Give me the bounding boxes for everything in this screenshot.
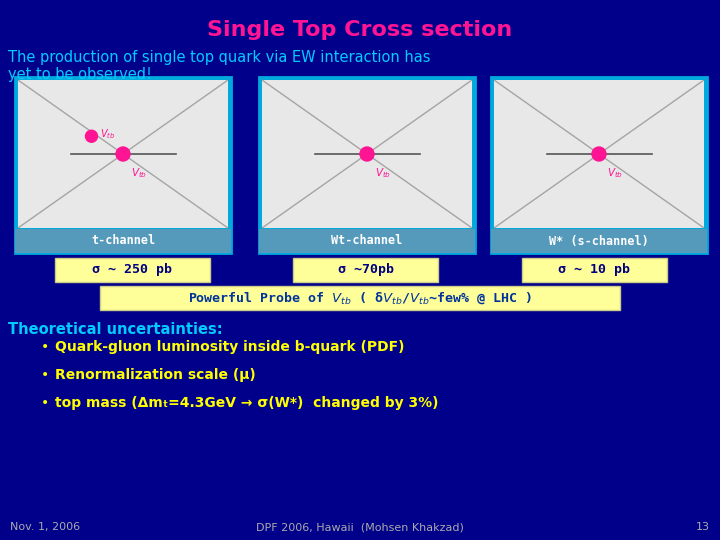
Text: top mass (Δmₜ=4.3GeV → σ(W*)  changed by 3%): top mass (Δmₜ=4.3GeV → σ(W*) changed by … xyxy=(55,396,438,410)
Text: Wt-channel: Wt-channel xyxy=(331,234,402,247)
Text: $V_{tb}$: $V_{tb}$ xyxy=(375,166,391,180)
Text: •: • xyxy=(41,368,49,382)
Bar xyxy=(100,286,620,310)
Bar xyxy=(262,80,472,228)
Bar xyxy=(15,229,231,253)
Bar xyxy=(259,77,475,253)
Bar xyxy=(522,258,667,282)
Text: Theoretical uncertainties:: Theoretical uncertainties: xyxy=(8,322,222,337)
Text: •: • xyxy=(41,396,49,410)
Text: Renormalization scale (μ): Renormalization scale (μ) xyxy=(55,368,256,382)
Bar xyxy=(55,258,210,282)
Circle shape xyxy=(360,147,374,161)
Circle shape xyxy=(592,147,606,161)
Text: •: • xyxy=(41,340,49,354)
Text: The production of single top quark via EW interaction has: The production of single top quark via E… xyxy=(8,50,431,65)
Text: 13: 13 xyxy=(696,522,710,532)
Text: Nov. 1, 2006: Nov. 1, 2006 xyxy=(10,522,80,532)
Text: t-channel: t-channel xyxy=(91,234,155,247)
Bar xyxy=(18,80,228,228)
Bar xyxy=(494,80,704,228)
Text: Quark-gluon luminosity inside b-quark (PDF): Quark-gluon luminosity inside b-quark (P… xyxy=(55,340,405,354)
Text: yet to be observed!: yet to be observed! xyxy=(8,67,152,82)
Bar xyxy=(491,77,707,253)
Text: $V_{tb}$: $V_{tb}$ xyxy=(131,166,147,180)
Bar xyxy=(491,229,707,253)
Text: $V_{tb}$: $V_{tb}$ xyxy=(607,166,624,180)
Bar xyxy=(15,77,231,253)
Circle shape xyxy=(86,130,97,142)
Text: σ ~ 250 pb: σ ~ 250 pb xyxy=(92,264,173,276)
Bar xyxy=(259,229,475,253)
Text: DPF 2006, Hawaii  (Mohsen Khakzad): DPF 2006, Hawaii (Mohsen Khakzad) xyxy=(256,522,464,532)
Text: Powerful Probe of $V_{tb}$ ( δ$V_{tb}$/$V_{tb}$~few% @ LHC ): Powerful Probe of $V_{tb}$ ( δ$V_{tb}$/$… xyxy=(188,290,532,306)
Bar xyxy=(293,258,438,282)
Text: $V_{tb}$: $V_{tb}$ xyxy=(99,127,114,141)
Text: W* (s-channel): W* (s-channel) xyxy=(549,234,649,247)
Text: σ ~ 10 pb: σ ~ 10 pb xyxy=(559,264,631,276)
Text: Single Top Cross section: Single Top Cross section xyxy=(207,20,513,40)
Text: σ ~70pb: σ ~70pb xyxy=(338,264,394,276)
Circle shape xyxy=(116,147,130,161)
